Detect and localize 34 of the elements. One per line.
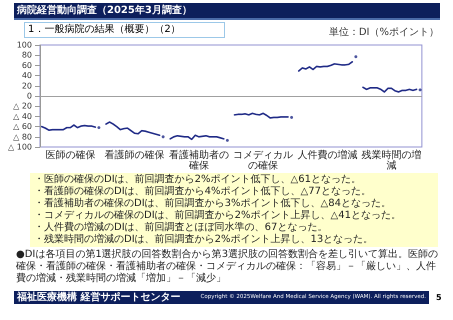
y-axis-title: 単位：DI（%ポイント） <box>328 26 439 39</box>
y-tick-label: 40 <box>22 71 32 80</box>
text: ・看護師の確保のDIは、前回調査から4%ポイント低下し、△77となった。 <box>34 186 372 198</box>
text: ・医師の確保のDIは、前回調査から2%ポイント低下し、△61となった。 <box>34 174 362 186</box>
point <box>226 138 229 142</box>
y-tick-label: 20 <box>22 81 32 90</box>
text: ・残業時間の増減のDIは、前回調査から2%ポイント上昇し、13となった。 <box>34 234 374 246</box>
text: ・人件費の増減のDIは、前回調査とほぼ同水準の、67となった。 <box>34 222 328 234</box>
y-tick-label: △ 60 <box>13 122 32 132</box>
chart-title: 病院経営動向調査（2025年3月調査） <box>14 3 440 20</box>
y-tick-label: △ 40 <box>13 112 32 121</box>
text: ・コメディカルの確保のDIは、前回調査から2%ポイント上昇し、△41となった。 <box>34 210 402 222</box>
x-tick-label: 残業時間の増減 <box>362 148 422 172</box>
point <box>97 126 100 130</box>
point <box>290 116 294 119</box>
point <box>418 88 422 92</box>
text: 5 <box>436 293 442 302</box>
x-tick-label: 看護補助者の確保 <box>168 148 229 172</box>
chart-subtitle: 1．一般病院の結果（概要）（2） <box>24 22 225 38</box>
y-tick-label: △ 80 <box>13 132 32 142</box>
y-tick-label: 60 <box>22 60 32 70</box>
text: 福祉医療機構 経営サポートセンター <box>17 291 180 304</box>
x-tick-label: 人件費の増減 <box>297 148 358 161</box>
x-tick-label: 看護師の確保 <box>104 148 165 161</box>
y-tick-label: 100 <box>16 40 32 50</box>
text: ・看護補助者の確保のDIは、前回調査から3%ポイント低下し、△84となった。 <box>34 198 392 210</box>
y-tick-label: △ 20 <box>13 102 32 111</box>
x-tick-label: 医師の確保 <box>45 148 96 161</box>
y-tick-label: 80 <box>22 50 32 60</box>
text: ●DIは各項目の第1選択肢の回答数割合から第3選択肢の回答数割合を差し引いて算出。医師の確保・看護師の確保・看護補助者の確保・コメディカルの確保：「容易」－「厳しい」、人件費の増減・残業時間の増減「増加」－「減少」 <box>16 249 440 285</box>
y-tick-label: △ 100 <box>8 142 32 152</box>
y-tick-label: 0 <box>26 92 32 100</box>
point <box>162 135 165 138</box>
x-tick-label: コメディカルの確保 <box>233 150 294 172</box>
